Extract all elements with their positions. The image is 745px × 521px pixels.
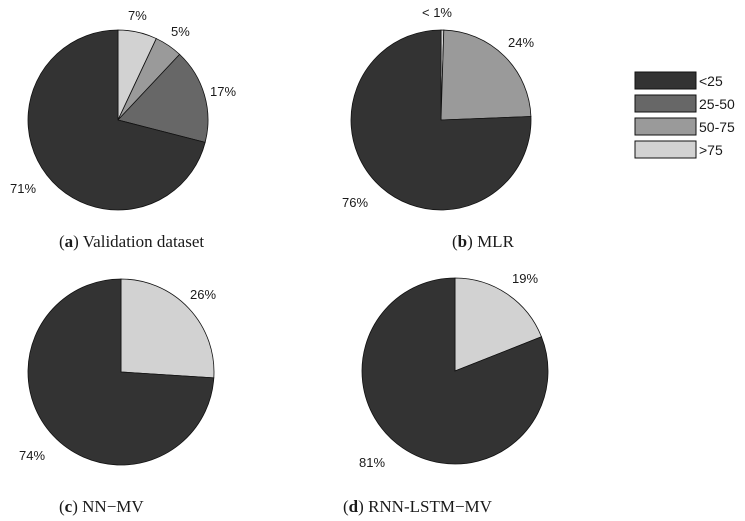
pie-slice-50-75	[440, 29, 532, 121]
caption-d-text: RNN-LSTM−MV	[368, 497, 493, 516]
caption-c: (c) NN−MV	[59, 497, 144, 516]
caption-b-text: MLR	[477, 232, 515, 251]
pie-slice-lt25	[27, 278, 215, 466]
pie-slice-gt75	[454, 277, 542, 372]
slice-label: 81%	[359, 455, 385, 470]
pie-slice-gt75	[120, 278, 215, 379]
caption-a: (a) Validation dataset	[59, 232, 204, 251]
slice-label: 5%	[171, 24, 190, 39]
legend-swatch-25-50	[634, 94, 697, 113]
pie-validation-dataset: 71% 17% 5% 7%	[10, 8, 236, 211]
pie-nn-mv: 74% 26%	[19, 278, 216, 466]
pie-slice-lt25	[350, 29, 532, 211]
slice-label: 19%	[512, 271, 538, 286]
caption-a-text: Validation dataset	[83, 232, 205, 251]
legend-label-25-50: 25-50	[699, 96, 735, 112]
pie-rnn-lstm-mv: 81% 19%	[359, 271, 549, 470]
caption-b: (b) MLR	[452, 232, 515, 251]
slice-label: 71%	[10, 181, 36, 196]
caption-d: (d) RNN-LSTM−MV	[343, 497, 493, 516]
legend-label-lt25: <25	[699, 73, 723, 89]
slice-label: 17%	[210, 84, 236, 99]
legend-swatch-lt25	[634, 71, 697, 90]
caption-a-letter: a	[65, 232, 74, 251]
pie-slice-lt25	[361, 277, 549, 465]
caption-c-letter: c	[65, 497, 73, 516]
caption-b-letter: b	[458, 232, 467, 251]
caption-c-text: NN−MV	[82, 497, 144, 516]
slice-label: 7%	[128, 8, 147, 23]
slice-label: < 1%	[422, 5, 452, 20]
pie-slice-lt25	[27, 29, 206, 211]
legend-label-50-75: 50-75	[699, 119, 735, 135]
legend-swatch-gt75	[634, 140, 697, 159]
pie-slice-25-50	[117, 53, 209, 143]
caption-d-letter: d	[349, 497, 359, 516]
pie-mlr: 76% 24% < 1%	[342, 5, 534, 211]
legend-swatch-50-75	[634, 117, 697, 136]
legend: <25 25-50 50-75 >75	[634, 71, 735, 159]
slice-label: 24%	[508, 35, 534, 50]
slice-label: 74%	[19, 448, 45, 463]
slice-label: 26%	[190, 287, 216, 302]
legend-label-gt75: >75	[699, 142, 723, 158]
slice-label: 76%	[342, 195, 368, 210]
